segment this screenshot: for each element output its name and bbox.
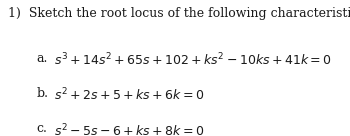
- Text: $s^3 + 14s^2 + 65s + 102 + ks^2 - 10ks + 41k = 0$: $s^3 + 14s^2 + 65s + 102 + ks^2 - 10ks +…: [54, 52, 332, 68]
- Text: $s^2 - 5s - 6 + ks + 8k = 0$: $s^2 - 5s - 6 + ks + 8k = 0$: [54, 122, 204, 136]
- Text: b.: b.: [37, 87, 49, 100]
- Text: c.: c.: [37, 122, 48, 135]
- Text: a.: a.: [37, 52, 48, 65]
- Text: $s^2 + 2s + 5 + ks + 6k = 0$: $s^2 + 2s + 5 + ks + 6k = 0$: [54, 87, 204, 104]
- Text: 1)  Sketch the root locus of the following characteristic equations:: 1) Sketch the root locus of the followin…: [8, 7, 350, 20]
